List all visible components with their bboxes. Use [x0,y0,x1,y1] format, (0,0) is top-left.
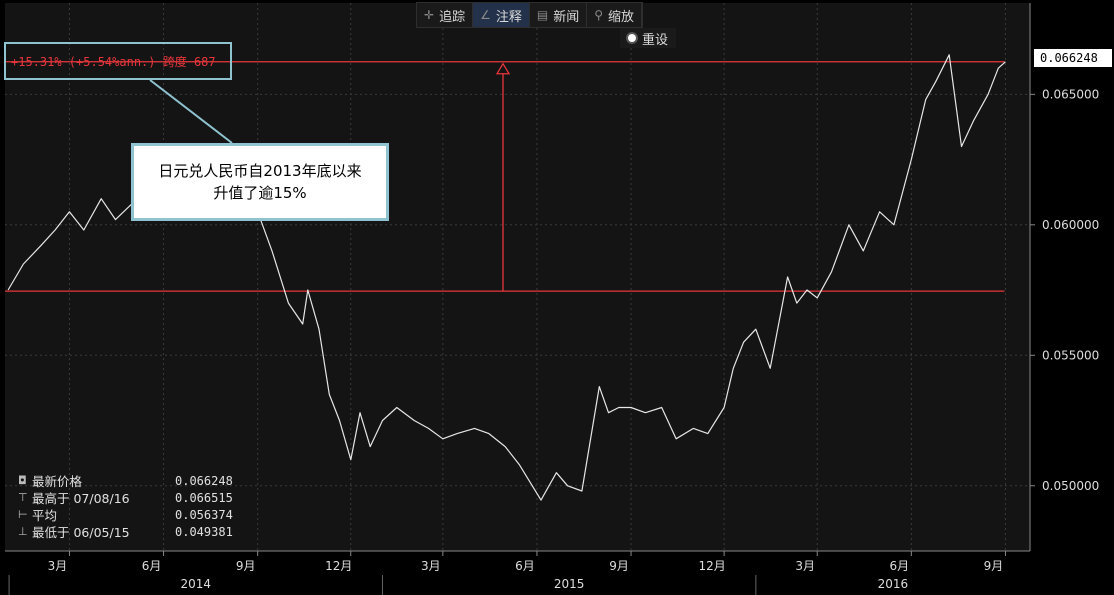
year-label: 2014 [181,577,212,591]
callout-leader [149,79,233,144]
annotate-label: 注释 [495,9,522,25]
y-tick-label: 0.050000 [1042,479,1099,493]
y-tick-label: 0.065000 [1042,87,1099,101]
year-label: 2015 [554,577,585,591]
reference-lines [5,61,1005,292]
legend-row-high: ⊤ 最高于 07/08/16 0.066515 [18,489,233,507]
x-tick-label: 6月 [142,559,162,573]
x-tick-label: 9月 [984,559,1004,573]
x-tick-label: 9月 [609,559,629,573]
track-button[interactable]: ✛ 追踪 [417,3,474,27]
x-tick-label: 3月 [795,559,815,573]
axes: 3月 6月 9月 12月 3月 6月 9月 12月 3月 6月 9月 2014 2015 2016 0.05… [5,3,1099,595]
news-icon: ▤ [536,8,549,22]
gridlines [5,3,1030,551]
track-label: 追踪 [439,9,466,25]
low-marker-icon: ⊥ [18,525,28,538]
news-button[interactable]: ▤ 新闻 [530,3,588,27]
high-marker-icon: ⊤ [18,491,28,504]
y-tick-label: 0.060000 [1042,218,1099,232]
callout-box[interactable]: 日元兑人民币自2013年底以来 升值了逾15% [131,143,389,221]
reset-icon [628,34,636,42]
annotate-button[interactable]: ∠ 注释 [473,3,530,27]
x-tick-label: 3月 [48,559,68,573]
reset-label: 重设 [642,32,669,48]
legend-row-low: ⊥ 最低于 06/05/15 0.049381 [18,523,233,541]
chart-toolbar: ✛ 追踪 ∠ 注释 ▤ 新闻 ⚲ 缩放 [416,2,644,28]
x-tick-label: 6月 [515,559,535,573]
last-price-tag: 0.066248 [1034,49,1112,67]
legend-row-last: ◘ 最新价格 0.066248 [18,472,233,490]
pen-icon: ∠ [480,8,491,22]
legend-low-value: 0.049381 [175,524,233,539]
legend-row-avg: ⊢ 平均 0.056374 [18,506,233,524]
legend-avg-value: 0.056374 [175,507,233,522]
x-tick-label: 12月 [325,559,352,573]
legend-last-label: 最新价格 [32,474,83,489]
legend-last-value: 0.066248 [175,473,233,488]
square-icon: ◘ [18,474,27,487]
callout-line-2: 升值了逾15% [213,184,307,202]
reset-button[interactable]: 重设 [620,28,677,48]
x-tick-label: 6月 [890,559,910,573]
magnifier-icon: ⚲ [594,8,604,22]
legend-high-value: 0.066515 [175,490,233,505]
span-arrow-head [495,62,511,75]
chart-legend: ◘ 最新价格 0.066248 ⊤ 最高于 07/08/16 0.066515 … [18,472,233,541]
news-label: 新闻 [553,9,580,25]
legend-high-label: 最高于 07/08/16 [32,491,130,506]
zoom-label: 缩放 [608,9,635,25]
x-tick-label: 9月 [236,559,256,573]
x-tick-label: 3月 [421,559,441,573]
average-marker-icon: ⊢ [18,508,28,521]
span-measure-label[interactable]: +15.31% (+5.54%ann.) 跨度 687 [4,42,232,80]
year-label: 2016 [878,577,909,591]
plot-background [5,3,1030,551]
crosshair-icon: ✛ [424,8,435,22]
y-tick-label: 0.055000 [1042,348,1099,362]
legend-avg-label: 平均 [32,508,58,523]
legend-low-label: 最低于 06/05/15 [32,525,130,540]
callout-line-1: 日元兑人民币自2013年底以来 [158,162,362,180]
zoom-button[interactable]: ⚲ 缩放 [587,3,643,27]
x-tick-label: 12月 [698,559,725,573]
